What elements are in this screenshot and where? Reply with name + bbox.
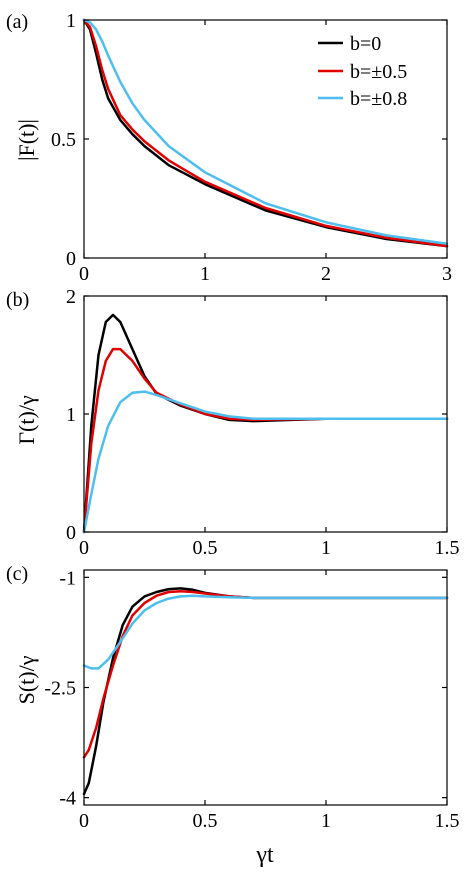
x-axis-label: γt [255,842,274,868]
panel-a-y-tick-label: 0.5 [51,129,76,151]
panel-a-label: (a) [6,11,28,33]
panel-a-series-b05 [82,18,449,248]
panel-b-x-tick-label: 1 [321,537,331,559]
panel-c-x-tick-label: 1.5 [435,810,460,832]
legend-label-b05: b=±0.5 [350,61,407,83]
panel-c-x-tick-label: 1 [321,810,331,832]
panel-c-y-tick-label: -1 [59,567,76,589]
panel-c-series-b08 [82,594,449,670]
panel-a-y-tick-label: 1 [66,10,76,32]
panel-a: (a) |F(t)| 0 1 2 3 0 0.5 1 b=0 b=±0.5 b=±0.8 [6,10,452,285]
panel-a-x-tick-label: 3 [442,263,452,285]
panel-b-y-tick-label: 1 [66,404,76,426]
panel-a-x-tick-label: 1 [200,263,210,285]
panel-a-y-tick-label: 0 [66,248,76,270]
panel-a-series-b0 [82,18,449,248]
panel-a-series-b08 [82,18,449,245]
panel-c-label: (c) [6,563,28,585]
panel-b-y-axis-label: Γ(t)/γ [14,395,39,445]
panel-b-x-tick-label: 1.5 [435,537,460,559]
panel-c-series-b0 [82,587,449,796]
panel-c-x-tick-label: 0 [79,810,89,832]
panel-b: (b) Γ(t)/γ 0 0.5 1 1.5 0 1 2 [6,286,460,559]
panel-a-y-axis-label: |F(t)| [14,119,39,161]
legend: b=0 b=±0.5 b=±0.8 [318,33,407,110]
panel-a-x-tick-label: 0 [79,263,89,285]
panel-b-series-b0 [82,313,449,534]
panel-c: (c) S(t)/γ 0 0.5 1 1.5 -4 -2.5 -1 [6,563,460,832]
legend-label-b08: b=±0.8 [350,88,407,110]
panel-c-plot-area: 0 0.5 1 1.5 -4 -2.5 -1 [44,567,459,832]
panel-b-plot-area: 0 0.5 1 1.5 0 1 2 [66,286,460,559]
panel-b-label: (b) [6,289,29,311]
panel-c-y-tick-label: -2.5 [44,678,76,700]
panel-b-x-tick-label: 0 [79,537,89,559]
panel-a-x-tick-label: 2 [321,263,331,285]
panel-c-y-axis-label: S(t)/γ [14,655,39,704]
panel-b-y-tick-label: 2 [66,286,76,308]
panel-b-series-b05 [82,347,449,534]
panel-b-series-b08 [82,390,449,534]
panel-b-x-tick-label: 0.5 [193,537,218,559]
panel-c-x-tick-label: 0.5 [193,810,218,832]
panel-c-y-tick-label: -4 [59,788,76,810]
panel-a-plot-area: 0 1 2 3 0 0.5 1 [51,10,452,285]
panel-c-axes-box [83,569,448,806]
panel-b-axes-box [83,295,448,533]
legend-label-b0: b=0 [350,33,381,55]
panel-b-y-tick-label: 0 [66,522,76,544]
